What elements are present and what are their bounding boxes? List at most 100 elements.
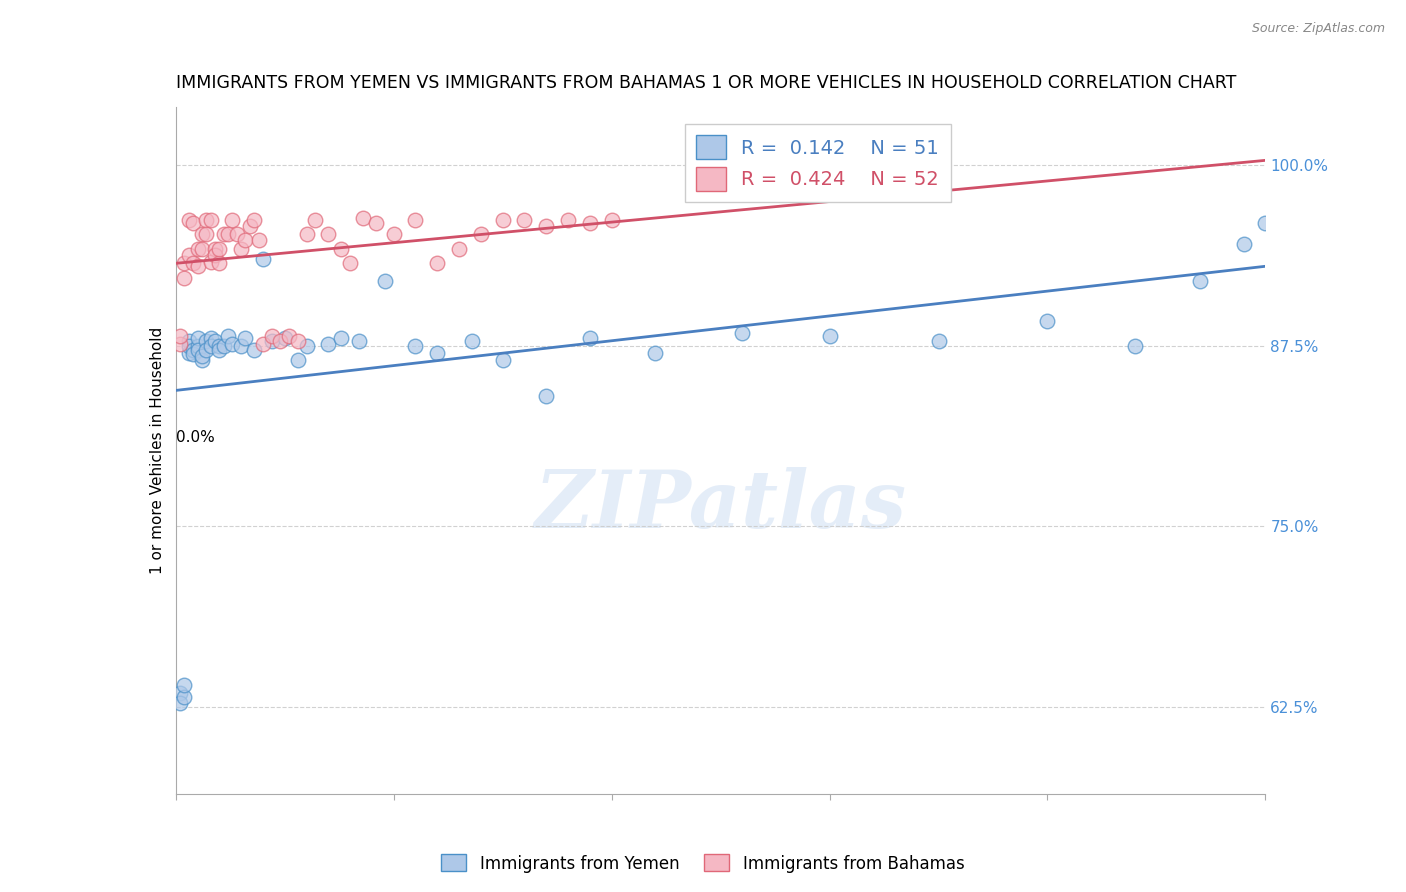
Point bbox=[447, 242, 470, 256]
Point bbox=[339, 256, 361, 270]
Point bbox=[731, 326, 754, 340]
Point bbox=[235, 233, 257, 247]
Point bbox=[295, 227, 318, 242]
Point bbox=[366, 216, 388, 230]
Point bbox=[208, 256, 231, 270]
Point bbox=[204, 247, 226, 261]
Point bbox=[287, 334, 309, 349]
Point bbox=[513, 212, 536, 227]
Point bbox=[181, 216, 204, 230]
Point bbox=[191, 242, 214, 256]
Point bbox=[231, 338, 253, 352]
Point bbox=[287, 353, 309, 368]
Point bbox=[1123, 338, 1146, 352]
Point bbox=[278, 328, 301, 343]
Point bbox=[195, 212, 218, 227]
Point bbox=[204, 334, 226, 349]
Legend: Immigrants from Yemen, Immigrants from Bahamas: Immigrants from Yemen, Immigrants from B… bbox=[434, 847, 972, 880]
Point bbox=[352, 211, 374, 226]
Point bbox=[191, 227, 214, 242]
Point bbox=[274, 331, 297, 345]
Point bbox=[318, 227, 340, 242]
Point bbox=[318, 337, 340, 351]
Point bbox=[579, 216, 602, 230]
Point bbox=[1232, 237, 1256, 252]
Point bbox=[212, 338, 235, 352]
Point bbox=[169, 337, 191, 351]
Point bbox=[374, 274, 396, 288]
Point bbox=[426, 346, 449, 360]
Point bbox=[200, 331, 222, 345]
Point bbox=[492, 353, 515, 368]
Point bbox=[173, 678, 195, 692]
Point bbox=[186, 338, 209, 352]
Point bbox=[330, 331, 353, 345]
Point bbox=[186, 343, 209, 357]
Text: 0.0%: 0.0% bbox=[176, 430, 215, 445]
Point bbox=[295, 338, 318, 352]
Point bbox=[243, 212, 266, 227]
Point bbox=[217, 227, 239, 242]
Point bbox=[928, 334, 950, 349]
Point bbox=[181, 347, 204, 361]
Point bbox=[177, 212, 200, 227]
Point bbox=[204, 242, 226, 256]
Legend: R =  0.142    N = 51, R =  0.424    N = 52: R = 0.142 N = 51, R = 0.424 N = 52 bbox=[685, 124, 950, 202]
Point bbox=[177, 338, 200, 352]
Point bbox=[252, 337, 274, 351]
Point bbox=[186, 331, 209, 345]
Point bbox=[173, 270, 195, 285]
Point bbox=[181, 256, 204, 270]
Point bbox=[221, 212, 243, 227]
Point bbox=[186, 242, 209, 256]
Point bbox=[212, 227, 235, 242]
Point bbox=[1036, 314, 1059, 328]
Point bbox=[260, 328, 283, 343]
Point bbox=[200, 212, 222, 227]
Point bbox=[382, 227, 405, 242]
Point bbox=[600, 212, 623, 227]
Point bbox=[405, 212, 427, 227]
Point bbox=[200, 338, 222, 352]
Point bbox=[347, 334, 370, 349]
Point bbox=[304, 212, 326, 227]
Point bbox=[235, 331, 257, 345]
Point bbox=[217, 328, 239, 343]
Point bbox=[492, 212, 515, 227]
Point bbox=[221, 337, 243, 351]
Point bbox=[177, 346, 200, 360]
Point bbox=[195, 227, 218, 242]
Point bbox=[260, 334, 283, 349]
Point bbox=[225, 227, 247, 242]
Point bbox=[169, 328, 191, 343]
Point bbox=[644, 346, 666, 360]
Point bbox=[461, 334, 484, 349]
Point bbox=[191, 353, 214, 368]
Point bbox=[208, 338, 231, 352]
Point bbox=[470, 227, 492, 242]
Point bbox=[208, 242, 231, 256]
Point bbox=[186, 259, 209, 273]
Text: ZIPatlas: ZIPatlas bbox=[534, 467, 907, 544]
Point bbox=[243, 343, 266, 357]
Point bbox=[534, 389, 557, 403]
Point bbox=[269, 334, 291, 349]
Y-axis label: 1 or more Vehicles in Household: 1 or more Vehicles in Household bbox=[149, 326, 165, 574]
Point bbox=[1189, 274, 1212, 288]
Point bbox=[231, 242, 253, 256]
Point bbox=[247, 233, 270, 247]
Text: Source: ZipAtlas.com: Source: ZipAtlas.com bbox=[1251, 22, 1385, 36]
Point bbox=[173, 256, 195, 270]
Point bbox=[208, 343, 231, 357]
Point bbox=[330, 242, 353, 256]
Point bbox=[252, 252, 274, 266]
Point bbox=[557, 212, 579, 227]
Point bbox=[195, 343, 218, 357]
Point bbox=[181, 343, 204, 357]
Point bbox=[191, 349, 214, 363]
Point bbox=[169, 696, 191, 710]
Point bbox=[239, 219, 262, 233]
Point bbox=[534, 219, 557, 233]
Point bbox=[177, 247, 200, 261]
Point bbox=[1254, 216, 1277, 230]
